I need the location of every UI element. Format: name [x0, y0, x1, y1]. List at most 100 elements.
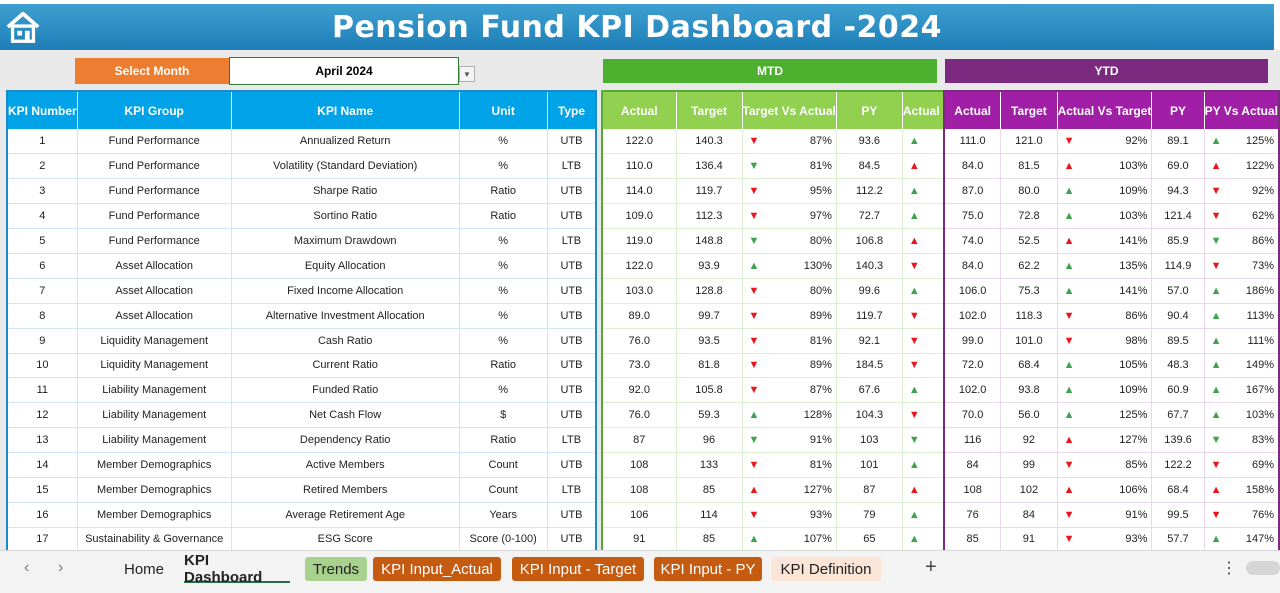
triangle-down-icon: ▼: [908, 334, 920, 347]
kpi-unit-cell: %: [459, 328, 548, 354]
table-row: 73.081.8▼89%184.5▼40%: [602, 353, 979, 379]
triangle-up-icon: ▲: [908, 459, 920, 472]
triangle-down-icon: ▼: [1210, 508, 1222, 521]
mtd-actual-cell: 91: [602, 527, 677, 553]
mtd-table: Actual Target Target Vs Actual PY Actual Vs …: [601, 90, 979, 554]
kpi-unit-cell: Count: [459, 477, 548, 503]
kpi-type-cell: UTB: [547, 452, 597, 478]
triangle-up-icon: ▲: [908, 235, 920, 247]
percent-value: 81%: [809, 459, 832, 472]
triangle-down-icon: ▼: [1210, 185, 1222, 198]
percent-value: 76%: [1251, 508, 1274, 521]
indicator-cell: ▲ 127%: [742, 477, 837, 503]
mtd-py-cell: 92.1: [836, 328, 903, 354]
triangle-down-icon: ▼: [908, 359, 920, 372]
kpi-type-cell: LTB: [547, 477, 597, 503]
kpi-num-cell: 7: [7, 278, 78, 304]
percent-value: 87%: [809, 135, 832, 148]
percent-value: 69%: [1251, 459, 1274, 472]
triangle-up-icon: ▲: [1210, 284, 1222, 297]
tab-kpi-dashboard[interactable]: KPI Dashboard: [184, 552, 290, 586]
percent-value: 86%: [1125, 309, 1148, 322]
triangle-up-icon: ▲: [1210, 359, 1222, 372]
table-row: 5 Fund Performance Maximum Drawdown% LTB: [7, 228, 597, 254]
percent-value: 62%: [1251, 210, 1274, 223]
tab-kpi-input-target[interactable]: KPI Input - Target: [512, 557, 644, 581]
ytd-py-cell: 90.4: [1151, 303, 1205, 329]
triangle-up-icon: ▲: [1210, 533, 1222, 546]
triangle-down-icon: ▼: [908, 409, 920, 422]
percent-value: 80%: [809, 284, 832, 297]
percent-value: 135%: [1119, 259, 1148, 272]
triangle-up-icon: ▲: [1063, 409, 1075, 422]
column-header: Unit: [459, 91, 548, 129]
tab-kpi-definition[interactable]: KPI Definition: [771, 557, 881, 581]
kpi-num-cell: 1: [7, 129, 78, 155]
kpi-group-cell: Member Demographics: [77, 452, 232, 478]
column-header: KPI Group: [77, 91, 232, 129]
kpi-group-cell: Asset Allocation: [77, 303, 232, 329]
table-row: 111.0 121.0 ▼ 92% 89.1 ▲ 125%: [944, 129, 1280, 155]
kpi-type-cell: LTB: [547, 228, 597, 254]
percent-value: 85%: [1125, 459, 1148, 472]
triangle-down-icon: ▼: [748, 334, 760, 347]
percent-value: 127%: [803, 483, 832, 496]
tab-trends[interactable]: Trends: [305, 557, 367, 581]
percent-value: 141%: [1119, 235, 1148, 247]
kpi-type-cell: LTB: [547, 153, 597, 180]
tab-home[interactable]: Home: [123, 560, 164, 578]
ytd-target-cell: 80.0: [1000, 178, 1058, 205]
indicator-cell: ▲ 103%: [1057, 203, 1153, 230]
more-options-icon[interactable]: ⋮: [1221, 560, 1237, 577]
home-icon[interactable]: [4, 8, 42, 46]
mtd-target-cell: 93.5: [676, 328, 743, 354]
kpi-num-cell: 15: [7, 477, 78, 503]
triangle-down-icon: ▼: [1210, 259, 1222, 272]
indicator-cell: ▲ 106%: [1057, 477, 1153, 503]
percent-value: 105%: [1119, 359, 1148, 372]
kpi-num-cell: 6: [7, 253, 78, 279]
mtd-actual-cell: 108: [602, 452, 677, 478]
ytd-py-cell: 121.4: [1151, 203, 1205, 230]
indicator-cell: ▲ 167%: [1204, 377, 1280, 404]
triangle-up-icon: ▲: [908, 185, 920, 198]
triangle-down-icon: ▼: [1063, 309, 1075, 322]
triangle-down-icon: ▼: [1063, 334, 1075, 347]
kpi-group-cell: Member Demographics: [77, 502, 232, 528]
percent-value: 109%: [1119, 384, 1148, 397]
ytd-actual-cell: 85: [944, 527, 1002, 553]
ytd-actual-cell: 84: [944, 452, 1002, 478]
indicator-cell: ▼ 87%: [742, 129, 837, 155]
indicator-cell: ▼ 81%: [742, 452, 837, 478]
chevron-left-icon[interactable]: ‹: [24, 559, 30, 576]
mtd-actual-cell: 87: [602, 427, 677, 454]
month-select[interactable]: April 2024: [229, 57, 459, 85]
ytd-target-cell: 75.3: [1000, 278, 1058, 304]
indicator-cell: ▲ 109%: [1057, 178, 1153, 205]
ytd-target-cell: 93.8: [1000, 377, 1058, 404]
percent-value: 107%: [803, 533, 832, 546]
indicator-cell: ▲ 103%: [1204, 402, 1280, 429]
table-row: 106.0 75.3 ▲ 141% 57.0 ▲ 186%: [944, 278, 1280, 304]
percent-value: 91%: [1125, 508, 1148, 521]
chevron-right-icon[interactable]: ›: [58, 559, 64, 576]
percent-value: 158%: [1245, 483, 1274, 496]
indicator-cell: ▲ 103%: [1057, 153, 1153, 180]
ytd-py-cell: 89.1: [1151, 129, 1205, 155]
kpi-group-cell: Asset Allocation: [77, 278, 232, 304]
chevron-down-icon[interactable]: ▼: [459, 66, 475, 82]
kpi-type-cell: LTB: [547, 427, 597, 454]
percent-value: 113%: [1246, 309, 1274, 322]
percent-value: 80%: [809, 235, 832, 247]
tab-kpi-input-py[interactable]: KPI Input - PY: [654, 557, 762, 581]
horizontal-scrollbar[interactable]: [1246, 561, 1280, 575]
indicator-cell: ▼ 80%: [742, 278, 837, 304]
column-header: Target: [1000, 91, 1058, 129]
add-sheet-icon[interactable]: +: [925, 556, 937, 578]
table-row: 76.059.3▲128%104.3▼73%: [602, 402, 979, 429]
tab-kpi-input-actual[interactable]: KPI Input_Actual: [373, 557, 501, 581]
indicator-cell: ▼ 93%: [1057, 527, 1153, 553]
triangle-down-icon: ▼: [1210, 434, 1222, 447]
